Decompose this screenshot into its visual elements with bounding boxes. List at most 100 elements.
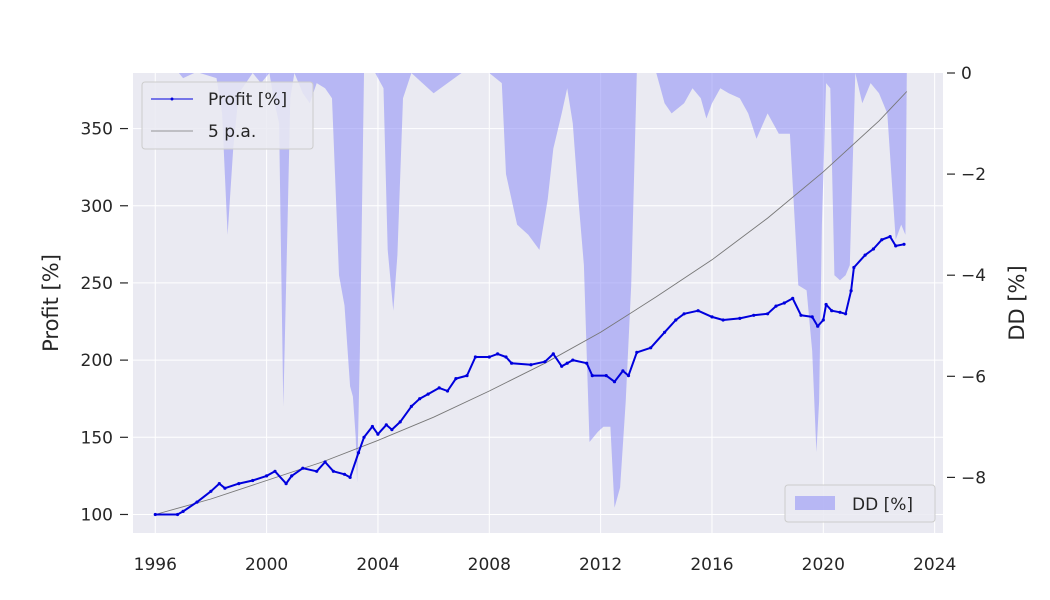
profit-point [696,309,700,313]
profit-point [376,432,380,436]
y-tick-label: 250 [81,274,113,294]
profit-point [844,312,848,316]
profit-point [348,475,352,479]
profit-point [504,355,508,359]
profit-point [888,235,892,239]
profit-point [551,352,555,356]
profit-point [612,380,617,384]
profit-point [437,386,441,390]
profit-point [398,420,402,424]
legend-trend-label: 5 p.a. [208,122,256,142]
profit-point [682,312,686,316]
profit-point [284,482,288,486]
x-tick-label: 1996 [134,555,177,575]
legend-upper: Profit [%] 5 p.a. [141,81,314,150]
y2-tick-label: −6 [961,367,986,387]
y-tick-label: 200 [81,351,113,371]
y-axis-label-right: DD [%] [1005,265,1029,340]
profit-point [849,289,853,293]
y-axis-right-ticks: 0 −2 −4 −6 −8 [947,64,986,488]
y-tick-label: 350 [81,120,113,140]
profit-point [880,238,884,242]
y-tick-label: 150 [81,428,113,448]
profit-point [621,369,625,373]
profit-point [323,460,327,464]
y-tick-label: 300 [81,197,113,217]
profit-point [674,318,678,322]
legend-lower: DD [%] [784,484,936,523]
y2-tick-label: −2 [961,165,986,185]
drawdown-area [155,73,907,508]
profit-point [560,364,564,368]
profit-point [738,316,742,320]
profit-point [799,313,803,317]
legend-lower-frame [784,484,936,523]
profit-point [290,474,294,478]
profit-point [543,360,547,364]
profit-point [217,482,221,486]
legend-dd-swatch [795,496,835,510]
y2-tick-label: −4 [961,266,986,286]
x-tick-label: 2004 [356,555,399,575]
profit-point [863,253,867,257]
profit-point [710,315,714,319]
y2-tick-label: −8 [961,468,986,488]
profit-point [830,309,834,313]
profit-point [649,346,653,350]
profit-point [791,296,795,300]
profit-point [370,424,374,429]
profit-point [810,315,814,319]
profit-point [445,389,450,393]
profit-point [487,355,491,359]
x-tick-label: 2016 [690,555,733,575]
profit-point [195,500,199,504]
profit-point [301,466,305,470]
x-tick-label: 2020 [802,555,845,575]
y-axis-left-ticks: 100 150 200 250 300 350 [81,120,128,525]
profit-point [418,397,422,401]
profit-point [181,509,185,513]
profit-point [902,242,906,246]
profit-point [721,318,725,322]
profit-point [454,377,458,381]
profit-point [426,392,430,396]
profit-point [265,474,269,478]
profit-point [409,404,413,408]
profit-point [496,352,500,356]
drawdown-area-layer [155,73,907,508]
profit-point [175,512,180,517]
profit-point [871,247,876,251]
profit-point [223,486,227,490]
profit-point [752,313,756,317]
profit-point [153,512,157,517]
legend-profit-marker [170,97,174,101]
profit-point [626,374,631,378]
profit-point [838,310,842,314]
profit-point [356,451,361,455]
profit-point [824,302,828,307]
profit-line [155,235,905,516]
profit-point [821,318,825,322]
profit-point [590,374,594,378]
profit-point [273,469,277,473]
profit-point [251,478,255,483]
x-tick-label: 2012 [579,555,622,575]
profit-point [604,374,608,378]
profit-point [362,435,366,439]
legend-dd-label: DD [%] [852,495,913,515]
profit-point [571,358,575,362]
x-tick-label: 2008 [468,555,511,575]
profit-point [473,355,477,359]
profit-point [384,423,388,427]
x-tick-label: 2024 [913,555,956,575]
profit-point [782,301,786,305]
y-axis-label-left: Profit [%] [39,254,63,352]
x-axis-ticks: 1996 2000 2004 2008 2012 2016 2020 2024 [134,555,957,575]
x-tick-label: 2000 [245,555,288,575]
profit-point [635,350,639,354]
legend-profit-label: Profit [%] [208,90,287,110]
profit-point [585,361,589,365]
profit-point [390,428,394,432]
profit-point [663,330,667,334]
